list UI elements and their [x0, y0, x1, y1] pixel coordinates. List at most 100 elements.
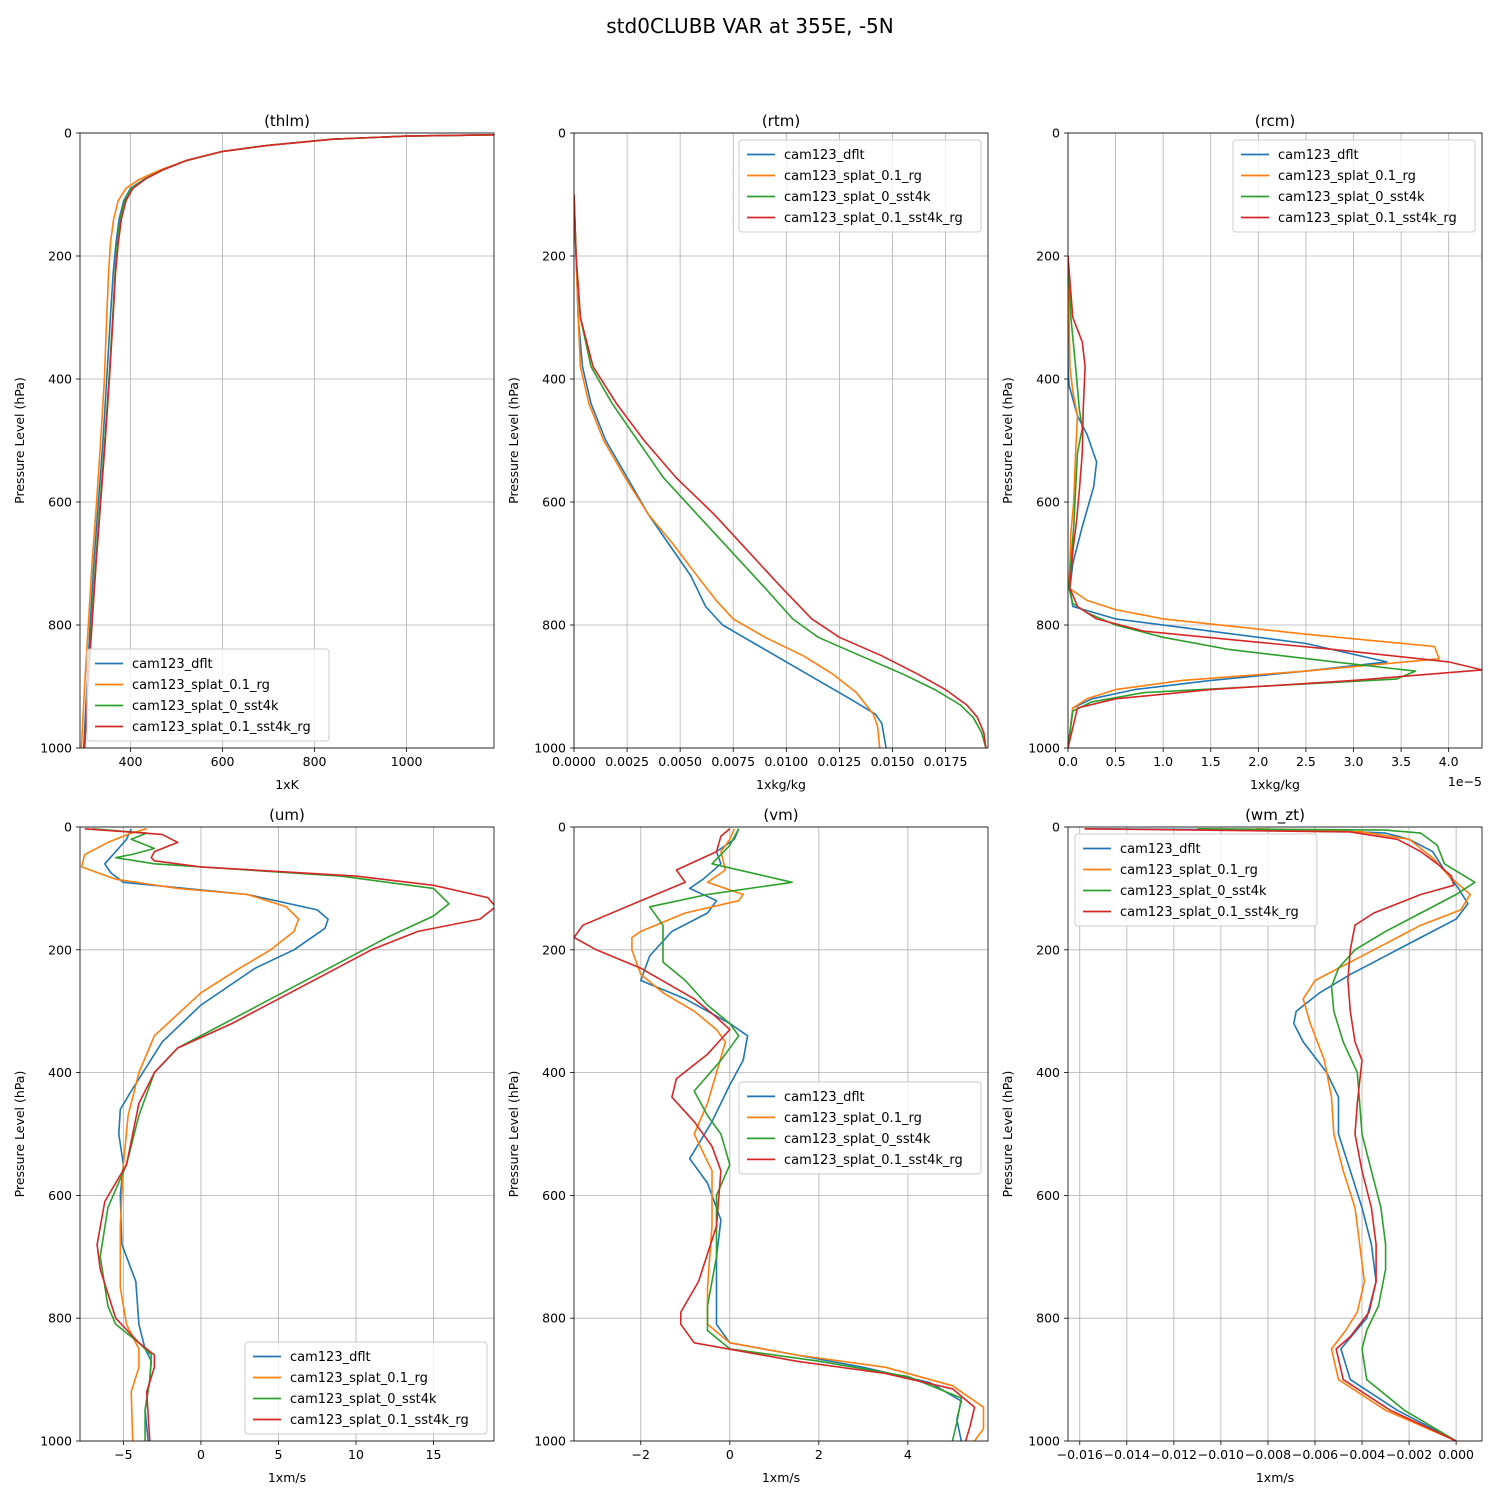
y-axis-label: Pressure Level (hPa) [506, 1071, 521, 1198]
y-tick-label: 800 [1036, 1311, 1060, 1326]
y-tick-label: 0 [64, 820, 72, 835]
series-line-cam123_splat_0.1_sst4k_rg [574, 828, 976, 1441]
y-tick-label: 400 [542, 1065, 566, 1080]
legend-entry: cam123_splat_0.1_rg [784, 169, 922, 184]
y-tick-label: 600 [542, 495, 566, 510]
y-tick-label: 800 [542, 1311, 566, 1326]
subplot-5: −2 0 2 4 0 200 400 600 800 1000 (vm) 1xm/s Pressure … [506, 806, 989, 1485]
y-tick-label: 400 [1036, 372, 1060, 387]
axes-frame [573, 132, 989, 749]
y-tick-label: 400 [542, 372, 566, 387]
x-tick-label: 0.0150 [871, 754, 915, 769]
legend-entry: cam123_dflt [784, 148, 865, 163]
legend-entry: cam123_splat_0.1_rg [132, 678, 270, 693]
series-line-cam123_splat_0_sst4k [648, 828, 963, 1441]
legend-entry: cam123_splat_0.1_rg [1120, 863, 1258, 878]
x-tick-label: −0.010 [1198, 1447, 1244, 1462]
y-tick-label: 1000 [534, 1434, 566, 1449]
axes-frame [79, 132, 495, 749]
legend-entry: cam123_splat_0.1_sst4k_rg [784, 1153, 963, 1168]
y-tick-label: 0 [1052, 820, 1060, 835]
y-tick-label: 400 [48, 1065, 72, 1080]
x-tick-label: 0.5 [1106, 754, 1126, 769]
legend-entry: cam123_splat_0.1_sst4k_rg [1120, 905, 1299, 920]
legend-entry: cam123_splat_0.1_rg [784, 1111, 922, 1126]
axes-frame [1067, 826, 1483, 1442]
legend-box [1074, 833, 1318, 927]
legend-entry: cam123_splat_0.1_rg [1278, 169, 1416, 184]
axes-frame [573, 826, 989, 1442]
y-axis-label: Pressure Level (hPa) [12, 1071, 27, 1198]
y-tick-label: 1000 [40, 741, 72, 756]
legend-entry: cam123_dflt [1278, 148, 1359, 163]
x-tick-label: −0.008 [1245, 1447, 1291, 1462]
axes-frame [79, 826, 495, 1442]
legend-entry: cam123_splat_0.1_rg [290, 1371, 428, 1386]
subplot-title: (wm_zt) [1245, 806, 1305, 825]
subplot-2: 0.0000 0.0025 0.0050 0.0075 0.0100 0.0125 0.01… [506, 112, 989, 792]
series-line-cam123_splat_0.1_sst4k_rg [1084, 828, 1457, 1441]
subplot-4: −5 0 5 10 15 0 200 400 600 800 1000 (um) 1xm/s Pressu… [12, 806, 495, 1485]
x-tick-label: 2.0 [1248, 754, 1268, 769]
x-axis-label: 1xkg/kg [1250, 777, 1300, 792]
series-line-cam123_splat_0_sst4k [574, 194, 987, 748]
series-line-cam123_splat_0.1_sst4k_rg [574, 194, 987, 748]
x-tick-label: −0.014 [1104, 1447, 1150, 1462]
x-tick-label: 600 [211, 754, 235, 769]
y-tick-label: 1000 [40, 1434, 72, 1449]
axes-frame [1067, 132, 1483, 749]
series-line-cam123_splat_0.1_sst4k_rg [83, 134, 494, 748]
x-tick-label: 4.0 [1439, 754, 1459, 769]
series-line-cam123_dflt [574, 194, 887, 748]
subplot-1: 400 600 800 1000 0 200 400 600 800 1000 (thlm) 1xK P… [12, 112, 495, 792]
y-tick-label: 800 [48, 1311, 72, 1326]
figure-title: std0CLUBB VAR at 355E, -5N [606, 14, 894, 38]
subplot-3: 0.0 0.5 1.0 1.5 2.0 2.5 3.0 3.5 4.0 0 200 400 600 800… [1000, 112, 1483, 792]
x-offset-text: 1e−5 [1448, 774, 1482, 789]
subplot-title: (vm) [763, 806, 798, 824]
x-tick-label: 2.5 [1296, 754, 1316, 769]
x-tick-label: 3.0 [1344, 754, 1364, 769]
x-tick-label: −0.012 [1151, 1447, 1197, 1462]
legend-entry: cam123_splat_0.1_sst4k_rg [132, 720, 311, 735]
x-tick-label: −2 [632, 1447, 650, 1462]
y-tick-label: 0 [558, 126, 566, 141]
x-tick-label: 0.0125 [818, 754, 862, 769]
x-tick-label: −0.002 [1386, 1447, 1432, 1462]
legend-entry: cam123_splat_0_sst4k [784, 1132, 931, 1147]
subplot-title: (rtm) [762, 112, 800, 130]
x-tick-label: −0.006 [1292, 1447, 1338, 1462]
subplot-6: −0.016 −0.014 −0.012 −0.010 −0.008 −0.006 −0.0… [1000, 806, 1483, 1485]
x-tick-label: 0.0 [1058, 754, 1078, 769]
y-tick-label: 800 [1036, 618, 1060, 633]
y-tick-label: 1000 [1028, 741, 1060, 756]
y-tick-label: 0 [1052, 126, 1060, 141]
series-line-cam123_splat_0.1_rg [80, 828, 300, 1441]
series-line-cam123_splat_0.1_sst4k_rg [84, 828, 494, 1441]
subplot-title: (um) [269, 806, 305, 824]
legend-box [738, 139, 982, 233]
x-tick-label: 1.5 [1201, 754, 1221, 769]
y-tick-label: 600 [1036, 1188, 1060, 1203]
y-tick-label: 400 [1036, 1065, 1060, 1080]
legend-entry: cam123_splat_0_sst4k [132, 699, 279, 714]
legend: cam123_dflt cam123_splat_0.1_rg cam123_spl… [86, 648, 330, 742]
y-tick-label: 200 [542, 942, 566, 957]
x-tick-label: 10 [348, 1447, 364, 1462]
legend-entry: cam123_splat_0_sst4k [784, 190, 931, 205]
x-tick-label: 800 [303, 754, 327, 769]
x-tick-label: 15 [426, 1447, 442, 1462]
y-tick-label: 1000 [534, 741, 566, 756]
y-tick-label: 200 [1036, 249, 1060, 264]
x-tick-label: −5 [114, 1447, 132, 1462]
x-tick-label: 1.0 [1153, 754, 1173, 769]
y-tick-label: 0 [64, 126, 72, 141]
legend: cam123_dflt cam123_splat_0.1_rg cam123_spl… [738, 1081, 982, 1175]
y-tick-label: 600 [48, 495, 72, 510]
y-axis-label: Pressure Level (hPa) [1000, 1071, 1015, 1198]
y-tick-label: 600 [542, 1188, 566, 1203]
x-tick-label: 0.0175 [924, 754, 968, 769]
x-tick-label: 0.0000 [552, 754, 596, 769]
y-tick-label: 200 [48, 249, 72, 264]
